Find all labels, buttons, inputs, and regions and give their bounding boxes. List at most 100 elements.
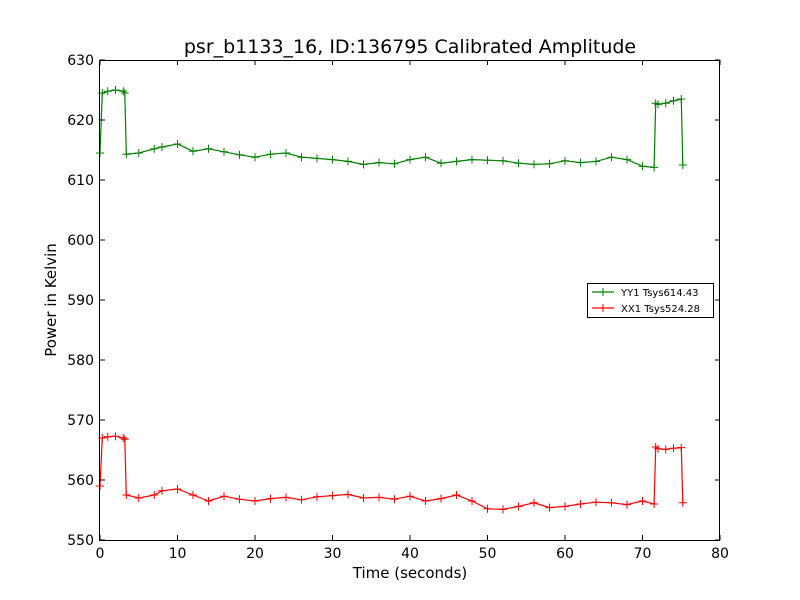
data-point [607,498,616,507]
data-point [678,498,687,507]
data-point [122,150,131,159]
y-tick-label: 620 [67,113,94,129]
data-point [650,500,659,508]
data-point [173,485,182,493]
y-tick-label: 590 [67,293,94,309]
data-point [111,86,120,94]
x-tick-label: 30 [324,546,342,562]
data-point [173,140,182,148]
data-point [607,153,616,162]
data-point [359,160,368,169]
data-point [328,155,337,164]
data-point [134,494,143,502]
data-point [592,498,600,507]
data-point [390,159,399,168]
series-0 [96,86,687,172]
data-point [437,159,445,168]
x-tick-label: 0 [96,546,105,562]
data-point [220,147,228,156]
y-tick-label: 560 [67,473,94,489]
data-point [103,432,112,441]
data-point [375,158,383,167]
data-point [638,162,647,171]
data-point [158,486,166,495]
data-point [437,494,445,503]
legend-marker [599,288,607,296]
data-point [266,150,275,159]
y-tick-label: 580 [67,353,94,369]
data-point [313,492,321,501]
data-point [483,504,492,513]
data-point [623,155,631,164]
data-point [189,147,197,156]
data-point [204,497,213,505]
data-point [375,493,383,502]
x-tick-label: 80 [711,546,729,562]
data-point [530,498,538,507]
x-tick-label: 60 [556,546,574,562]
data-point [650,163,659,172]
data-point [328,491,337,500]
data-point [158,143,166,151]
series-1 [96,432,687,514]
data-point [514,502,523,511]
x-tick-label: 50 [479,546,497,562]
data-point [266,494,275,503]
data-point [669,444,678,453]
data-point [638,497,647,505]
data-point [661,99,670,108]
x-tick-label: 20 [246,546,264,562]
data-point [297,495,306,504]
legend-label: YY1 Tsys614.43 [620,288,699,299]
data-point [235,495,244,504]
data-point [661,445,670,454]
chart-title: psr_b1133_16, ID:136795 Calibrated Ampli… [184,36,636,58]
x-axis-label: Time (seconds) [352,564,468,582]
legend-marker [599,304,607,312]
y-tick-label: 630 [67,53,94,69]
data-point [678,161,687,169]
y-axis-label: Power in Kelvin [42,243,60,357]
data-point [530,160,538,169]
data-point [452,491,461,499]
data-point [421,153,430,162]
data-point [499,156,507,165]
data-point [677,95,686,103]
data-point [189,491,197,499]
data-point [576,500,585,508]
data-point [677,443,686,452]
data-point [468,497,476,505]
data-point [282,149,290,157]
data-point [576,158,585,167]
y-tick-label: 610 [67,173,94,189]
data-point [122,491,131,499]
data-point [592,157,600,166]
data-point [654,444,662,453]
x-tick-label: 40 [401,546,419,562]
data-point [111,432,120,441]
y-tick-label: 550 [67,533,94,549]
data-point [282,493,290,502]
data-point [406,492,414,501]
x-tick-label: 10 [169,546,187,562]
data-point [623,500,631,509]
data-point [220,492,228,501]
data-point [561,502,569,511]
legend-box [587,283,714,318]
data-point [204,144,213,153]
data-point [251,497,259,505]
data-point [359,494,368,502]
data-point [483,156,492,165]
data-point [499,505,507,514]
legend-label: XX1 Tsys524.28 [621,304,700,315]
data-point [119,434,128,442]
data-point [468,155,476,164]
data-point [669,96,678,105]
data-point [561,156,569,165]
data-point [313,154,321,163]
data-point [119,87,128,96]
data-point [390,495,399,504]
x-tick-label: 70 [634,546,652,562]
data-point [545,159,554,168]
y-tick-label: 570 [67,413,94,429]
